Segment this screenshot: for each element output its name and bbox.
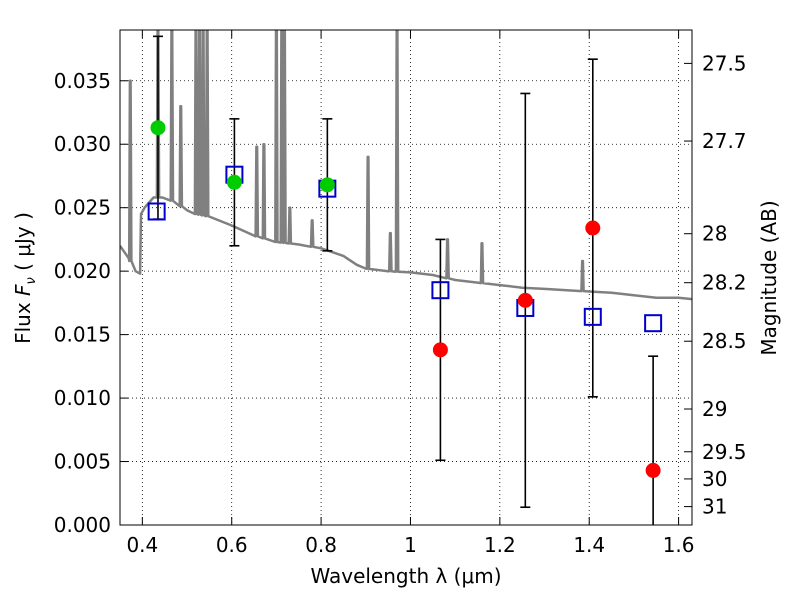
model-square-marker bbox=[147, 202, 166, 221]
x-tick-label: 1.6 bbox=[663, 533, 695, 557]
x-tick-label: 0.4 bbox=[126, 533, 158, 557]
x-axis-label: Wavelength λ (μm) bbox=[310, 564, 501, 588]
y-axis-ticks: 0.000 0.005 0.010 0.015 0.020 0.025 0.030 0.035 bbox=[54, 69, 128, 537]
y-tick-label: 0.010 bbox=[54, 386, 111, 410]
observed-point-marker bbox=[150, 120, 166, 136]
model-sed-layer bbox=[120, 30, 692, 301]
observed-point-marker bbox=[226, 174, 242, 190]
x-tick-label: 1.4 bbox=[573, 533, 605, 557]
model-sed-line bbox=[120, 30, 692, 301]
observed-point-marker bbox=[645, 462, 661, 478]
model-square-marker bbox=[583, 307, 602, 326]
data-markers bbox=[147, 120, 663, 478]
y-tick-label: 0.005 bbox=[54, 450, 111, 474]
y-tick-label: 0.025 bbox=[54, 196, 111, 220]
y2-axis-label: Magnitude (AB) bbox=[757, 200, 781, 355]
y-axis-label: Flux Fν ( μJy ) bbox=[11, 212, 39, 344]
y2-tick-label: 30 bbox=[702, 467, 727, 491]
plot-frame bbox=[119, 29, 693, 526]
x-tick-label: 0.6 bbox=[216, 533, 248, 557]
observed-point-marker bbox=[432, 342, 448, 358]
y2-axis-ticks: 27.5 27.7 28 28.2 28.5 29 29.5 30 31 bbox=[684, 51, 747, 519]
model-square-marker bbox=[644, 314, 663, 333]
y2-tick-label: 28 bbox=[702, 222, 727, 246]
y2-tick-label: 29.5 bbox=[702, 440, 747, 464]
y2-tick-label: 27.5 bbox=[702, 51, 747, 75]
x-axis-ticks: 0.4 0.6 0.8 1 1.2 1.4 1.6 bbox=[126, 30, 695, 557]
x-tick-label: 1 bbox=[404, 533, 417, 557]
x-tick-label: 1.2 bbox=[484, 533, 516, 557]
x-tick-label: 0.8 bbox=[305, 533, 337, 557]
y-tick-label: 0.020 bbox=[54, 259, 111, 283]
y2-tick-label: 27.7 bbox=[702, 129, 747, 153]
observed-point-marker bbox=[319, 177, 335, 193]
observed-point-marker bbox=[585, 220, 601, 236]
observed-point-marker bbox=[517, 292, 533, 308]
y2-tick-label: 31 bbox=[702, 495, 727, 519]
y-tick-label: 0.000 bbox=[54, 513, 111, 537]
model-square-marker bbox=[431, 281, 450, 300]
y2-tick-label: 28.2 bbox=[702, 271, 747, 295]
y2-tick-label: 28.5 bbox=[702, 329, 747, 353]
y-tick-label: 0.015 bbox=[54, 323, 111, 347]
y-tick-label: 0.030 bbox=[54, 132, 111, 156]
y-tick-label: 0.035 bbox=[54, 69, 111, 93]
y2-tick-label: 29 bbox=[702, 397, 727, 421]
